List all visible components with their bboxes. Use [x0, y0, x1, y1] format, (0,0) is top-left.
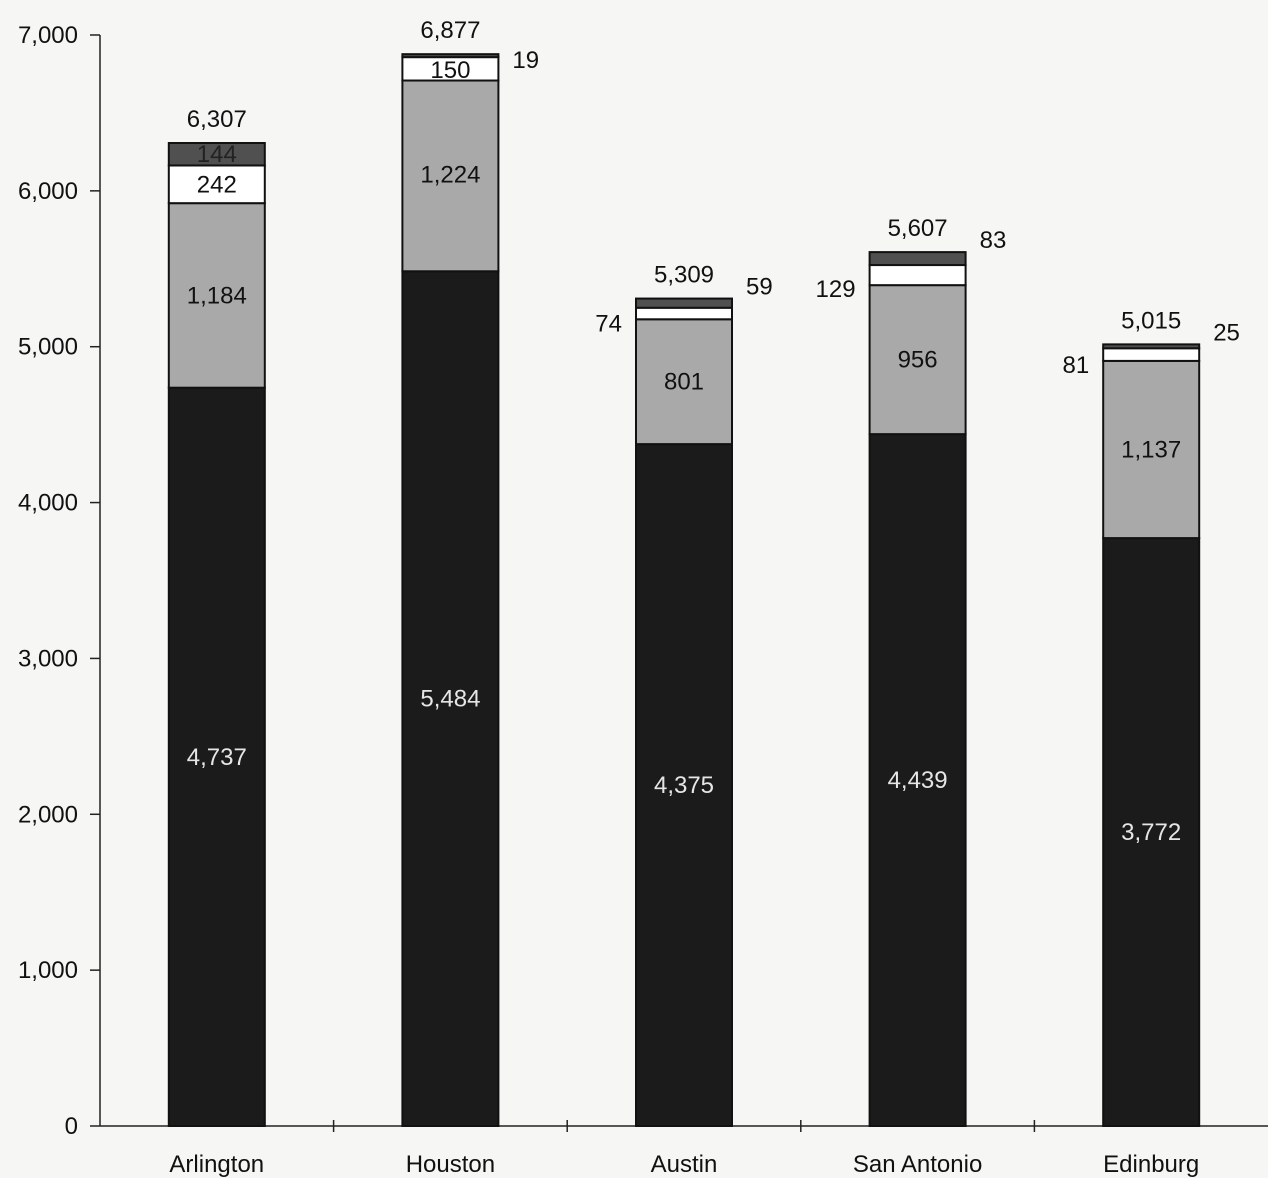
x-tick-label: Edinburg — [1103, 1151, 1199, 1178]
segment-value-label: 129 — [816, 276, 856, 303]
segment-value-label: 4,439 — [888, 767, 948, 794]
segment-value-label: 74 — [595, 310, 622, 337]
bar-segment — [635, 306, 733, 321]
segment-value-label: 144 — [197, 141, 237, 168]
bar-segment — [635, 318, 733, 446]
segment-value-label: 801 — [664, 369, 704, 396]
segment-value-label: 3,772 — [1121, 819, 1181, 846]
labels: 4,737 1,184 242 144 6,307 Arlington 5,484 1,224… — [169, 17, 1239, 1178]
y-tick-label: 7,000 — [18, 22, 78, 49]
x-tick-label: San Antonio — [853, 1151, 982, 1178]
total-value-label: 5,309 — [654, 262, 714, 289]
bar-segment — [167, 142, 266, 167]
y-tick-label: 0 — [65, 1113, 78, 1140]
segment-value-label: 5,484 — [420, 686, 480, 713]
segment-value-label: 83 — [980, 227, 1007, 254]
bar-segment — [868, 264, 967, 287]
bar-segment — [401, 79, 500, 273]
y-tick-label: 4,000 — [18, 490, 78, 517]
y-tick-label: 6,000 — [18, 178, 78, 205]
axes: 0 1,000 2,000 3,000 4,000 5,000 6,000 7,000 — [18, 22, 1268, 1140]
bar-segment — [635, 297, 733, 309]
segment-value-label: 4,737 — [187, 744, 247, 771]
segment-value-label: 81 — [1062, 352, 1089, 379]
bar-segment — [1102, 347, 1201, 362]
segment-value-label: 25 — [1213, 319, 1240, 346]
bar-segment — [635, 443, 733, 1127]
total-value-label: 6,307 — [187, 106, 247, 133]
bar-segment — [167, 164, 266, 205]
segment-value-label: 242 — [197, 171, 237, 198]
bar-segment — [401, 270, 500, 1127]
bar-segment — [1102, 343, 1201, 350]
segment-value-label: 1,184 — [187, 282, 247, 309]
bar-segment — [1102, 359, 1201, 540]
x-tick-label: Austin — [651, 1151, 718, 1178]
segment-value-label: 1,224 — [420, 162, 480, 189]
x-tick-label: Houston — [406, 1151, 495, 1178]
segment-value-label: 59 — [746, 274, 773, 301]
total-value-label: 6,877 — [420, 17, 480, 44]
bar-segment — [868, 251, 967, 267]
bar-segment — [868, 284, 967, 436]
y-tick-label: 5,000 — [18, 334, 78, 361]
y-tick-label: 2,000 — [18, 801, 78, 828]
segment-value-label: 19 — [512, 47, 539, 74]
x-tick-label: Arlington — [169, 1151, 264, 1178]
segment-value-label: 4,375 — [654, 772, 714, 799]
bars — [167, 53, 1201, 1127]
bar-segment — [868, 433, 967, 1127]
bar-segment — [167, 386, 266, 1127]
total-value-label: 5,607 — [888, 215, 948, 242]
segment-value-label: 150 — [430, 57, 470, 84]
segment-value-label: 1,137 — [1121, 437, 1181, 464]
total-value-label: 5,015 — [1121, 307, 1181, 334]
bar-segment — [401, 53, 500, 59]
bar-segment — [1102, 537, 1201, 1127]
segment-value-label: 956 — [898, 347, 938, 374]
y-tick-label: 3,000 — [18, 645, 78, 672]
y-tick-label: 1,000 — [18, 957, 78, 984]
